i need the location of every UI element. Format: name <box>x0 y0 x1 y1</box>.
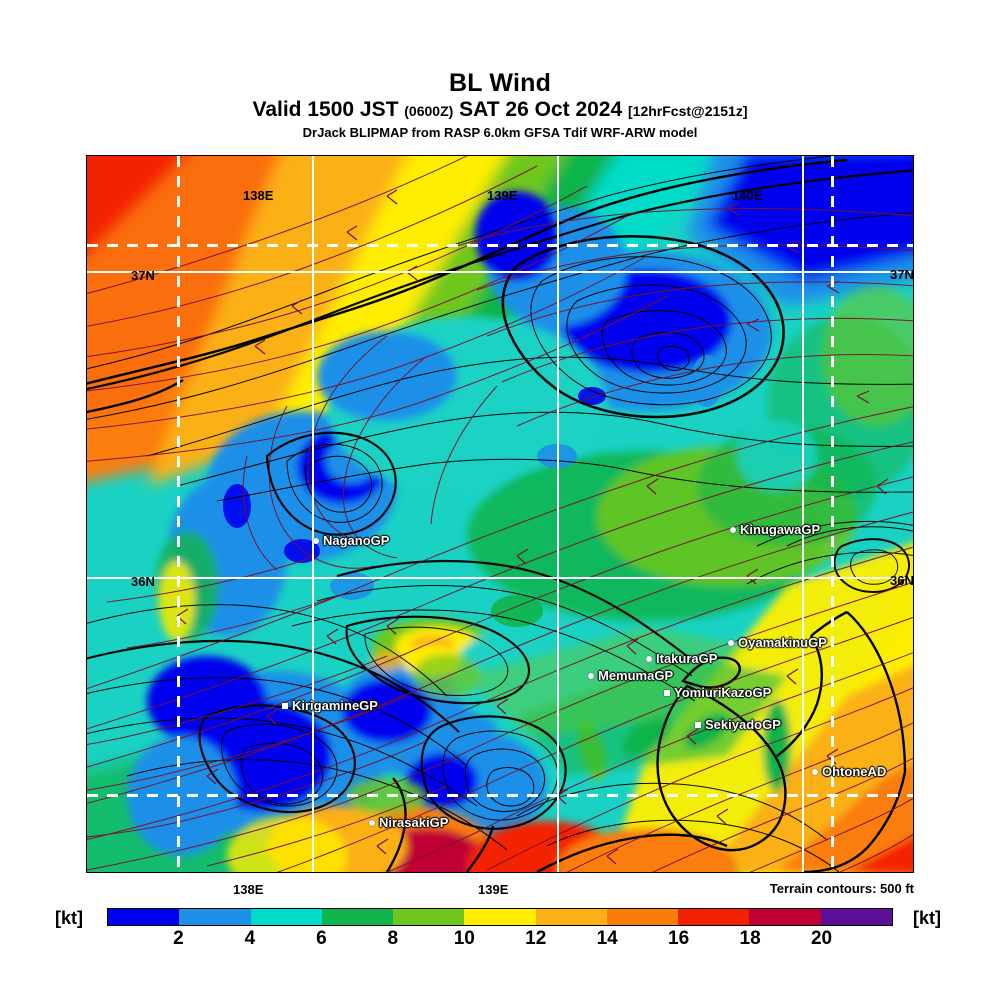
map-panel[interactable]: 138E 139E 140E 37N 36N NaganoGP Kinugawa… <box>86 155 914 873</box>
colorbar-band-9 <box>749 909 821 925</box>
station-kirigamine-gp[interactable]: KirigamineGP <box>282 698 378 713</box>
gridline-lon-138e <box>312 156 314 872</box>
station-label: SekiyadoGP <box>705 717 781 732</box>
colorbar-tick-14: 14 <box>596 928 618 949</box>
station-label: NirasakiGP <box>379 815 449 830</box>
colorbar-tick-12: 12 <box>525 928 547 949</box>
gridline-lon-140e <box>802 156 804 872</box>
valid-date: SAT 26 Oct 2024 <box>459 98 623 121</box>
lon-label-139e-bottom: 139E <box>478 882 509 897</box>
station-marker-icon <box>313 537 319 544</box>
station-marker-icon <box>695 721 701 728</box>
colorbar-tick-8: 8 <box>387 928 399 949</box>
colorbar-tick-labels: 2 4 6 8 10 12 14 16 18 20 <box>107 928 893 950</box>
model-description: DrJack BLIPMAP from RASP 6.0km GFSA Tdif… <box>302 125 698 140</box>
station-marker-icon <box>812 768 818 775</box>
valid-prefix: Valid 1500 JST <box>252 98 399 121</box>
station-label: OyamakinuGP <box>738 635 827 650</box>
station-itakura-gp[interactable]: ItakuraGP <box>646 651 717 666</box>
lon-label-139e-top: 139E <box>487 188 518 203</box>
gridline-lat-37n <box>87 271 913 273</box>
colorbar-tick-18: 18 <box>739 928 761 949</box>
station-oyamakinu-gp[interactable]: OyamakinuGP <box>728 635 827 650</box>
gridline-lat-36n <box>87 577 913 579</box>
station-marker-icon <box>369 819 375 826</box>
forecast-stamp: [12hrFcst@2151z] <box>628 103 748 119</box>
station-label: KirigamineGP <box>292 698 378 713</box>
station-marker-icon <box>664 689 670 696</box>
station-marker-icon <box>730 526 736 533</box>
station-label: KinugawaGP <box>740 522 821 537</box>
station-nagano-gp[interactable]: NaganoGP <box>313 533 389 548</box>
wind-speed-field <box>87 156 913 872</box>
station-ohtone-ad[interactable]: OhtoneAD <box>812 764 886 779</box>
colorbar-tick-2: 2 <box>173 928 184 949</box>
title-block: BL Wind Valid 1500 JST (0600Z) SAT 26 Oc… <box>0 70 1000 141</box>
lon-label-138e-top: 138E <box>243 188 274 203</box>
colorbar-band-6 <box>535 909 607 925</box>
colorbar-band-0 <box>108 909 180 925</box>
domain-box-left-edge <box>177 156 180 872</box>
colorbar-unit-right: [kt] <box>913 908 941 928</box>
station-marker-icon <box>646 655 652 662</box>
colorbar-unit-left: [kt] <box>55 908 83 928</box>
lat-label-36n-right: 36N <box>890 573 914 588</box>
station-label: OhtoneAD <box>822 764 887 779</box>
colorbar-band-5 <box>464 909 536 925</box>
station-label: ItakuraGP <box>656 651 718 666</box>
domain-box-bottom-edge <box>87 794 913 797</box>
gridline-lon-139e <box>557 156 559 872</box>
lat-label-37n-left: 37N <box>131 268 155 283</box>
valid-time-line: Valid 1500 JST (0600Z) SAT 26 Oct 2024 [… <box>0 98 1000 123</box>
colorbar-tick-4: 4 <box>244 928 256 949</box>
station-yomiurikazo-gp[interactable]: YomiuriKazoGP <box>664 685 771 700</box>
station-label: NaganoGP <box>323 533 390 548</box>
station-marker-icon <box>588 672 594 679</box>
lon-label-138e-bottom: 138E <box>233 882 264 897</box>
colorbar-tick-10: 10 <box>453 928 475 949</box>
valid-utc: (0600Z) <box>404 103 454 119</box>
colorbar-tick-6: 6 <box>316 928 327 949</box>
colorbar-tick-16: 16 <box>668 928 690 949</box>
station-marker-icon <box>282 702 288 709</box>
station-nirasaki-gp[interactable]: NirasakiGP <box>369 815 448 830</box>
colorbar-band-2 <box>250 909 322 925</box>
colorbar-tick-20: 20 <box>810 928 833 949</box>
colorbar-band-3 <box>321 909 394 925</box>
station-sekiyado-gp[interactable]: SekiyadoGP <box>695 717 781 732</box>
colorbar-band-1 <box>179 909 251 925</box>
terrain-contour-note: Terrain contours: 500 ft <box>769 881 914 896</box>
domain-box-top-edge <box>87 244 913 247</box>
colorbar-band-4 <box>393 909 465 925</box>
colorbar-band-7 <box>606 909 679 925</box>
page-title: BL Wind <box>448 69 552 97</box>
lat-label-37n-right: 37N <box>890 267 914 282</box>
station-label: YomiuriKazoGP <box>674 685 772 700</box>
colorbar-band-8 <box>678 909 750 925</box>
station-kinugawa-gp[interactable]: KinugawaGP <box>730 522 820 537</box>
station-memuma-gp[interactable]: MemumaGP <box>588 668 673 683</box>
colorbar-band-10 <box>820 909 892 925</box>
lon-label-140e-top: 140E <box>732 188 763 203</box>
domain-box-right-edge <box>831 156 834 872</box>
lat-label-36n-left: 36N <box>131 574 155 589</box>
colorbar[interactable] <box>107 908 893 926</box>
station-marker-icon <box>728 639 734 646</box>
station-label: MemumaGP <box>598 668 674 683</box>
